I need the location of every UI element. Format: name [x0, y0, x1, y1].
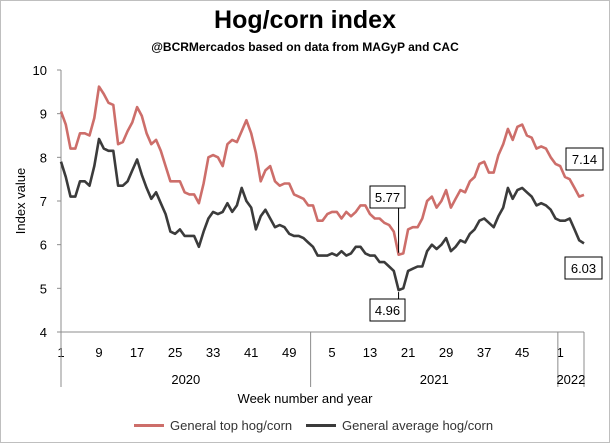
x-tick-label: 17: [130, 345, 144, 360]
y-tick-label: 9: [40, 107, 47, 122]
annotation-label: 4.96: [375, 303, 400, 318]
y-tick-label: 7: [40, 194, 47, 209]
x-tick-label: 45: [515, 345, 529, 360]
year-label: 2021: [420, 372, 449, 387]
x-tick-label: 9: [95, 345, 102, 360]
x-axis-title: Week number and year: [238, 391, 374, 406]
chart-legend: General top hog/corn General average hog…: [0, 418, 610, 436]
legend-swatch-average: [306, 424, 336, 427]
x-tick-label: 5: [328, 345, 335, 360]
chart-title: Hog/corn index: [214, 6, 396, 34]
annotation-box: [369, 298, 406, 322]
x-tick-label: 29: [439, 345, 453, 360]
y-tick-label: 5: [40, 281, 47, 296]
legend-item-average: General average hog/corn: [306, 418, 493, 433]
annotation-box: [369, 185, 406, 209]
year-label: 2020: [171, 372, 200, 387]
series-line-top: [59, 85, 585, 256]
y-tick-label: 10: [33, 63, 47, 78]
legend-label-top: General top hog/corn: [170, 418, 293, 433]
annotation-label: 6.03: [571, 261, 596, 276]
x-tick-label: 1: [557, 345, 564, 360]
y-axis-title: Index value: [13, 168, 28, 235]
y-tick-label: 6: [40, 238, 47, 253]
x-tick-label: 25: [168, 345, 182, 360]
annotation-label: 5.77: [375, 190, 400, 205]
y-tick-label: 4: [40, 325, 47, 340]
x-tick-label: 33: [206, 345, 220, 360]
annotation-box: [564, 256, 603, 280]
chart-subtitle: @BCRMercados based on data from MAGyP an…: [151, 40, 459, 54]
x-tick-label: 49: [282, 345, 296, 360]
legend-label-average: General average hog/corn: [342, 418, 494, 433]
y-tick-label: 8: [40, 150, 47, 165]
x-tick-label: 21: [401, 345, 415, 360]
series-line-average: [59, 137, 585, 292]
annotation-box: [565, 147, 604, 171]
year-label: 2022: [556, 372, 585, 387]
legend-item-top: General top hog/corn: [134, 418, 292, 433]
annotation-label: 7.14: [572, 152, 597, 167]
x-tick-label: 13: [363, 345, 377, 360]
legend-swatch-top: [134, 424, 164, 427]
x-tick-label: 41: [244, 345, 258, 360]
x-tick-label: 37: [477, 345, 491, 360]
